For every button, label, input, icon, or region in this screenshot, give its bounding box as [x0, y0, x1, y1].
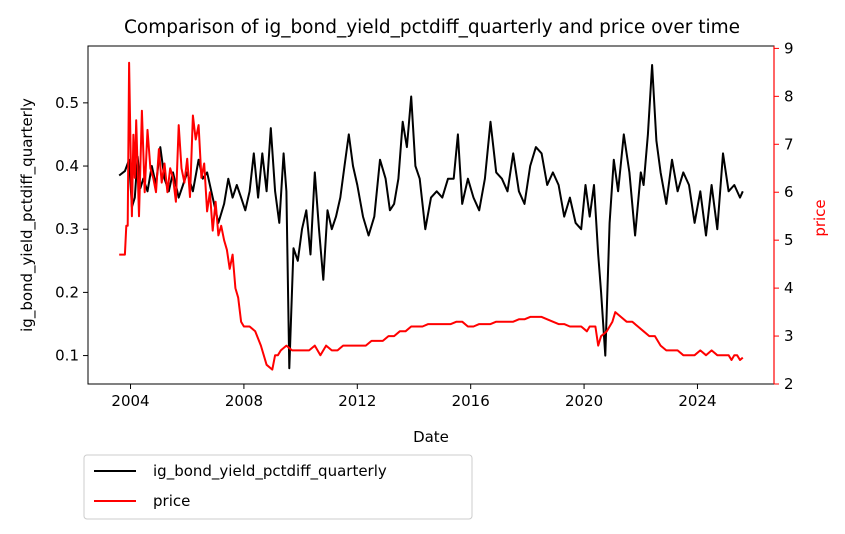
left-y-tick-label: 0.1: [55, 347, 79, 365]
right-y-axis: 2 3 4 5 6 7 8 9: [774, 39, 794, 393]
right-y-tick-label: 7: [784, 135, 794, 153]
plot-area: [118, 61, 744, 371]
left-y-tick-label: 0.5: [55, 94, 79, 112]
legend-label-price: price: [153, 492, 190, 510]
x-tick-label: 2012: [338, 392, 376, 410]
x-tick-label: 2008: [225, 392, 263, 410]
x-tick-label: 2004: [111, 392, 149, 410]
x-tick-label: 2024: [678, 392, 716, 410]
left-y-tick-label: 0.4: [55, 157, 79, 175]
series-line-1: [119, 61, 744, 371]
left-y-tick-label: 0.3: [55, 220, 79, 238]
legend-frame: [83, 454, 473, 520]
chart-title: Comparison of ig_bond_yield_pctdiff_quar…: [124, 17, 740, 38]
left-y-tick-label: 0.2: [55, 283, 79, 301]
series-line-0: [118, 64, 744, 370]
x-tick-label: 2020: [565, 392, 603, 410]
right-y-tick-label: 4: [784, 279, 794, 297]
left-y-axis: 0.1 0.2 0.3 0.4 0.5: [55, 94, 88, 365]
x-axis-label: Date: [413, 428, 449, 446]
x-tick-label: 2016: [452, 392, 490, 410]
right-y-axis-label: price: [811, 199, 829, 236]
right-y-tick-label: 8: [784, 87, 794, 105]
legend-label-ig-bond-yield: ig_bond_yield_pctdiff_quarterly: [153, 462, 387, 481]
right-y-tick-label: 2: [784, 375, 794, 393]
right-y-tick-label: 6: [784, 183, 794, 201]
x-axis: 2004 2008 2012 2016 2020 2024: [111, 384, 717, 410]
right-y-tick-label: 3: [784, 327, 794, 345]
left-y-axis-label: ig_bond_yield_pctdiff_quarterly: [18, 98, 37, 332]
legend: ig_bond_yield_pctdiff_quarterly price: [83, 454, 473, 520]
right-y-tick-label: 9: [784, 39, 794, 57]
right-y-tick-label: 5: [784, 231, 794, 249]
